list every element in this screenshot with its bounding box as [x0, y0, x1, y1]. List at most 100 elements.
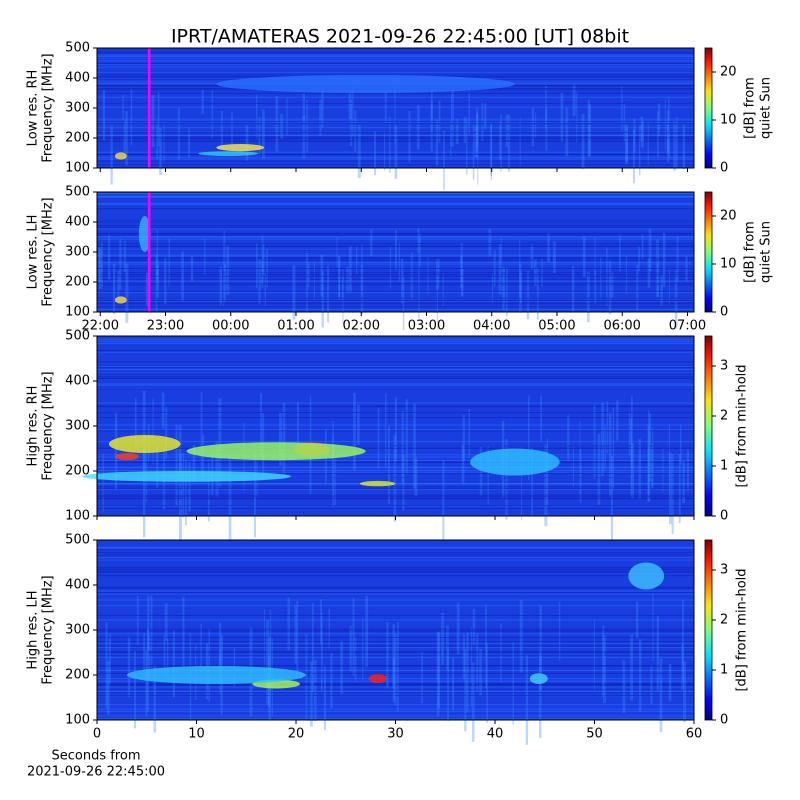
y-axis-label: High res. RH — [26, 386, 41, 467]
spectrogram-texture — [618, 234, 621, 272]
spectrogram-texture — [97, 592, 694, 594]
spectrogram-texture — [476, 633, 479, 693]
spectrogram-texture — [208, 628, 211, 702]
spectrogram-texture — [640, 116, 644, 142]
spectrogram-texture — [97, 505, 694, 507]
colorbar-tick-label: 3 — [720, 359, 728, 374]
spectrogram-texture — [97, 482, 694, 484]
spectrogram-texture — [418, 261, 420, 318]
spectrogram-texture — [97, 447, 694, 449]
spectrogram-texture — [97, 665, 694, 667]
spectrogram-texture — [98, 248, 102, 290]
spectrogram-texture — [97, 406, 694, 408]
x-tick-label: 01:00 — [277, 319, 314, 334]
y-tick-label: 400 — [65, 578, 90, 593]
spectrogram-texture — [97, 254, 694, 256]
spectrogram-feature — [114, 453, 139, 461]
spectrogram-texture — [97, 49, 694, 51]
spectrogram-texture — [97, 137, 694, 139]
spectrogram-texture — [576, 92, 578, 143]
colorbar-tick-label: 3 — [720, 563, 728, 578]
spectrogram-texture — [97, 66, 694, 68]
spectrogram-texture — [97, 72, 694, 74]
spectrogram-texture — [656, 616, 659, 691]
colorbar — [704, 539, 713, 721]
spectrogram-texture — [97, 459, 694, 461]
spectrogram-texture — [97, 445, 694, 447]
colorbar-label: [dB] from — [743, 77, 758, 139]
spectrogram-texture — [401, 410, 404, 485]
spectrogram-texture — [374, 131, 376, 176]
spectrogram-texture — [484, 103, 487, 130]
spectrogram-texture — [97, 383, 694, 385]
spectrogram-texture — [97, 429, 694, 431]
spectrogram-texture — [97, 507, 694, 509]
spectrogram-texture — [114, 411, 118, 490]
spectrogram-texture — [97, 245, 694, 247]
spectrogram-texture — [660, 274, 663, 306]
spectrogram-texture — [147, 595, 150, 651]
spectrogram-texture — [97, 548, 694, 550]
spectrogram-texture — [157, 92, 160, 147]
spectrogram-texture — [97, 220, 694, 222]
spectrogram-texture — [97, 575, 694, 577]
spectrogram-texture — [156, 124, 158, 160]
spectrogram-texture — [348, 93, 352, 120]
spectrogram-texture — [443, 130, 445, 191]
spectrogram-feature — [114, 152, 127, 160]
spectrogram-texture — [519, 272, 522, 304]
spectrogram-texture — [97, 102, 694, 104]
spectrogram-texture — [156, 446, 159, 489]
spectrogram-texture — [668, 97, 670, 123]
spectrogram-texture — [97, 151, 694, 153]
spectrogram-texture — [130, 87, 133, 146]
spectrogram-texture — [106, 660, 110, 715]
spectrogram-texture — [647, 424, 651, 502]
spectrogram-texture — [97, 236, 694, 238]
spectrogram-texture — [97, 590, 694, 592]
spectrogram-texture — [387, 426, 390, 505]
spectrogram-texture — [97, 593, 694, 595]
spectrogram-texture — [320, 254, 324, 297]
spectrogram-texture — [97, 377, 694, 379]
spectrogram-texture — [330, 653, 333, 709]
spectrogram-texture — [97, 568, 694, 570]
spectrogram-texture — [97, 127, 694, 129]
spectrogram-texture — [680, 424, 682, 465]
spectrogram-texture — [97, 369, 694, 371]
spectrogram-texture — [623, 103, 626, 142]
spectrogram-texture — [97, 690, 694, 692]
spectrogram-texture — [572, 84, 576, 116]
x-tick-label: 20 — [288, 727, 305, 742]
spectrogram-texture — [354, 110, 357, 152]
spectrogram-texture — [648, 410, 650, 495]
spectrogram-texture — [450, 90, 454, 147]
spectrogram-texture — [531, 108, 535, 147]
spectrogram-texture — [97, 664, 694, 666]
spectrogram-texture — [155, 253, 158, 312]
spectrogram-texture — [417, 228, 420, 253]
spectrogram-texture — [349, 625, 352, 672]
spectrogram-texture — [258, 259, 261, 305]
spectrogram-texture — [228, 459, 232, 543]
spectrogram-texture — [97, 488, 694, 490]
spectrogram-texture — [362, 618, 364, 681]
x-tick-label: 30 — [387, 727, 404, 742]
spectrogram-texture — [97, 306, 694, 308]
spectrogram-texture — [97, 235, 694, 237]
spectrogram-texture — [97, 134, 694, 136]
spectrogram-texture — [287, 597, 290, 651]
spectrogram-texture — [165, 406, 168, 459]
spectrogram-feature — [216, 144, 265, 152]
spectrogram-texture — [97, 471, 694, 473]
spectrogram-texture — [255, 94, 258, 140]
spectrogram-texture — [188, 128, 191, 157]
spectrogram-texture — [461, 444, 465, 485]
spectrogram-texture — [97, 261, 694, 263]
spectrogram-texture — [127, 636, 131, 698]
spectrogram-texture — [97, 160, 694, 162]
spectrogram-texture — [97, 135, 694, 137]
spectrogram-texture — [631, 443, 634, 499]
spectrogram-texture — [97, 646, 694, 648]
spectrogram-texture — [97, 297, 694, 299]
